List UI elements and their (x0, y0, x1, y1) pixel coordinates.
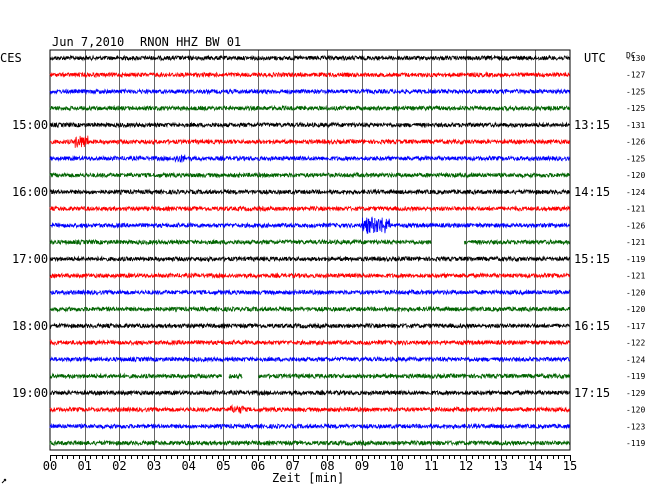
grid (49, 49, 571, 461)
local-hour-label: 16:00 (12, 185, 48, 199)
dc-offset-label: -127 (626, 71, 645, 80)
local-hour-label: 17:00 (12, 252, 48, 266)
utc-hour-label: 17:15 (574, 386, 610, 400)
trace-row (49, 322, 570, 330)
dc-offset-label: -126 (626, 138, 645, 147)
dc-offset-label: -121 (626, 205, 645, 214)
trace-row (49, 171, 571, 179)
trace-row (49, 255, 571, 263)
trace-row (49, 54, 571, 62)
axis-labels: -130 -127 -125 -125 -131 -126 -125 -120 -124 -121… (12, 54, 645, 473)
dc-offset-label: -120 (626, 305, 645, 314)
x-tick-label: 05 (216, 459, 230, 473)
utc-zone-label: UTC (584, 51, 606, 65)
station-label: RNON HHZ BW 01 (140, 35, 241, 49)
dc-offset-label: -121 (626, 272, 645, 281)
dc-offset-label: -122 (626, 339, 645, 348)
dc-offset-label: -120 (626, 406, 645, 415)
x-tick-label: 06 (251, 459, 265, 473)
x-tick-label: 08 (320, 459, 334, 473)
trace-row (49, 87, 571, 96)
dc-offset-label: -126 (626, 221, 645, 230)
utc-hour-label: 14:15 (574, 185, 610, 199)
dc-offset-label: -131 (626, 121, 645, 130)
dc-label: DC (626, 51, 636, 60)
trace-row (49, 121, 571, 129)
dc-offset-label: -117 (626, 322, 645, 331)
dc-offset-label: -120 (626, 171, 645, 180)
dc-offset-label: -125 (626, 87, 645, 96)
trace-row (49, 439, 571, 447)
x-tick-label: 03 (147, 459, 161, 473)
traces (49, 54, 571, 447)
trace-row (49, 154, 571, 163)
trace-row (49, 104, 571, 112)
trace-row (49, 339, 571, 347)
trace-row (49, 71, 571, 79)
x-tick-label: 12 (459, 459, 473, 473)
plot-frame (49, 49, 571, 451)
date-label: Jun 7,2010 (52, 35, 124, 49)
x-tick-label: 00 (43, 459, 57, 473)
x-tick-label: 11 (424, 459, 438, 473)
x-tick-label: 09 (355, 459, 369, 473)
utc-hour-label: 13:15 (574, 118, 610, 132)
x-tick-label: 04 (181, 459, 195, 473)
utc-hour-label: 16:15 (574, 319, 610, 333)
dc-offset-label: -119 (626, 372, 645, 381)
local-hour-label: 15:00 (12, 118, 48, 132)
x-tick-label: 15 (563, 459, 577, 473)
dc-offset-label: -119 (626, 255, 645, 264)
x-tick-label: 01 (77, 459, 91, 473)
dc-offset-label: -119 (626, 439, 645, 448)
trace-row (49, 389, 571, 397)
dc-offset-label: -130 (626, 54, 645, 63)
trace-row (49, 372, 571, 380)
trace-row (49, 188, 571, 196)
dc-offset-label: -123 (626, 422, 645, 431)
trace-row (49, 355, 571, 363)
dc-offset-label: -124 (626, 355, 645, 364)
trace-row (49, 135, 571, 148)
corner-mark (1, 478, 7, 484)
dc-offset-label: -125 (626, 104, 645, 113)
dc-offset-label: -124 (626, 188, 645, 197)
trace-row (49, 403, 571, 414)
trace-row (49, 238, 570, 246)
trace-row (49, 205, 571, 213)
x-tick-label: 02 (112, 459, 126, 473)
x-tick-label: 07 (285, 459, 299, 473)
trace-row (49, 288, 571, 296)
trace-row (49, 272, 571, 280)
local-zone-label: CES (0, 51, 22, 65)
local-hour-label: 19:00 (12, 386, 48, 400)
trace-row (49, 305, 570, 313)
dc-offset-label: -120 (626, 288, 645, 297)
x-tick-label: 14 (528, 459, 542, 473)
trace-row (49, 422, 571, 430)
dc-offset-label: -129 (626, 389, 645, 398)
x-tick-label: 13 (493, 459, 507, 473)
x-axis-label: Zeit [min] (272, 471, 344, 485)
dc-offset-label: -125 (626, 154, 645, 163)
local-hour-label: 18:00 (12, 319, 48, 333)
x-tick-label: 10 (389, 459, 403, 473)
trace-row (49, 216, 570, 234)
utc-hour-label: 15:15 (574, 252, 610, 266)
dc-offset-label: -121 (626, 238, 645, 247)
